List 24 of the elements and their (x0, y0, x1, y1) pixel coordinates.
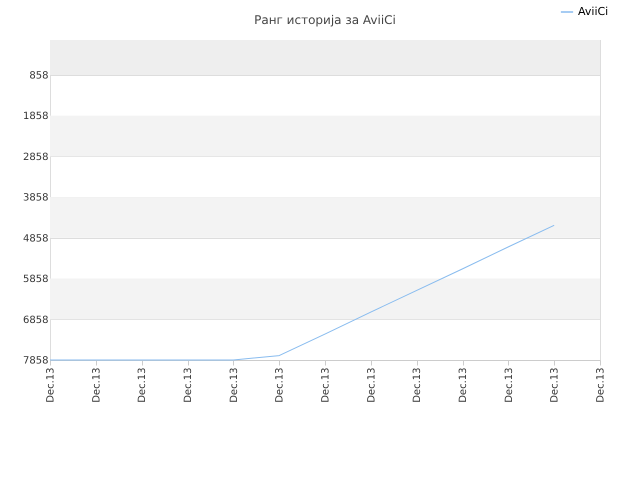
y-tick-label: 858 (29, 70, 48, 82)
x-tick-label: Dec.13 (228, 368, 240, 403)
x-tick-label: Dec.13 (320, 368, 332, 403)
x-tick-label: Dec.13 (412, 368, 424, 403)
x-tick-label: Dec.13 (274, 368, 286, 403)
x-tick-label: Dec.13 (183, 368, 194, 403)
y-tick-label: 2858 (23, 152, 48, 163)
line-series (50, 224, 555, 360)
y-tick-label: 4858 (23, 233, 48, 244)
x-tick-label: Dec.13 (550, 368, 561, 403)
legend-label: AviiCi (578, 5, 608, 18)
y-tick-label: 3858 (23, 192, 48, 204)
y-tick-label: 5858 (23, 274, 48, 286)
y-tick-label: 6858 (23, 314, 48, 326)
x-tick-label: Dec.13 (458, 368, 469, 403)
chart-title: Ранг историја за AviiCi (254, 13, 396, 27)
y-tick-label: 7858 (23, 356, 48, 366)
x-tick-label: Dec.13 (504, 368, 515, 403)
x-tick-label: Dec.13 (137, 368, 148, 403)
x-tick-label: Dec.13 (46, 368, 56, 403)
y-tick-label: 1858 (23, 111, 48, 122)
x-tick-label: Dec.13 (596, 368, 606, 403)
x-tick-label: Dec.13 (91, 368, 102, 403)
x-tick-label: Dec.13 (366, 368, 378, 403)
